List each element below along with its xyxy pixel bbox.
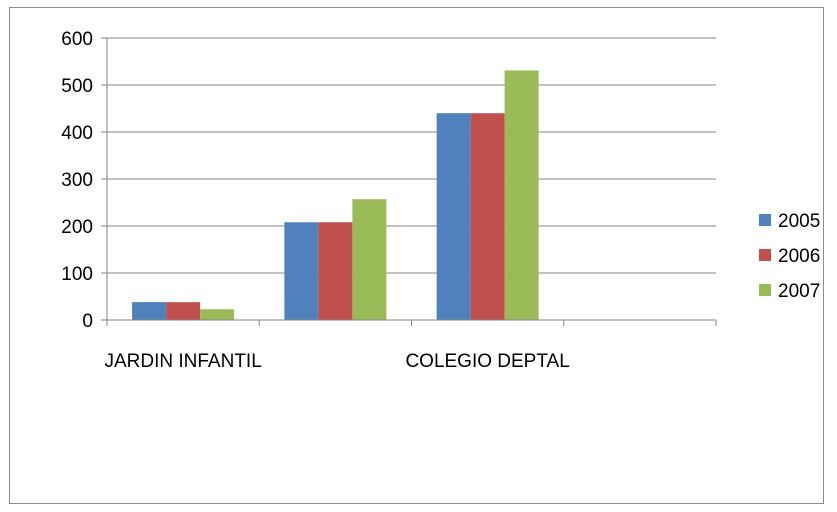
category-label: COLEGIO DEPTAL bbox=[405, 351, 569, 372]
y-tick-label: 0 bbox=[82, 311, 93, 332]
axes bbox=[101, 37, 717, 326]
y-tick-label: 600 bbox=[61, 29, 93, 50]
bar-2005 bbox=[132, 302, 167, 320]
legend-swatch-2007 bbox=[759, 284, 771, 296]
y-tick-label: 100 bbox=[61, 264, 93, 285]
legend-label-2007: 2007 bbox=[778, 281, 820, 302]
bar-2007 bbox=[352, 199, 387, 320]
y-tick-label: 200 bbox=[61, 217, 93, 238]
y-tick-label: 300 bbox=[61, 170, 93, 191]
chart-frame bbox=[9, 7, 824, 504]
bar-2005 bbox=[436, 113, 471, 320]
legend-swatch-2006 bbox=[759, 249, 771, 261]
category-labels: JARDIN INFANTIL COLEGIO DEPTAL bbox=[104, 351, 569, 372]
legend-label-2006: 2006 bbox=[778, 246, 820, 267]
y-tick-label: 500 bbox=[61, 76, 93, 97]
legend-swatch-2005 bbox=[759, 214, 771, 226]
gridlines bbox=[107, 37, 716, 274]
y-tick-labels: 0 100 200 300 400 500 600 bbox=[61, 29, 93, 332]
bar-2007 bbox=[200, 309, 235, 320]
y-tick-label: 400 bbox=[61, 123, 93, 144]
bar-2006 bbox=[318, 222, 353, 320]
category-label: JARDIN INFANTIL bbox=[104, 351, 261, 372]
bars bbox=[132, 70, 539, 321]
bar-2006 bbox=[470, 113, 505, 320]
bar-2007 bbox=[504, 70, 539, 321]
legend: 2005 2006 2007 bbox=[759, 211, 820, 302]
bar-2006 bbox=[166, 302, 201, 320]
bar-2005 bbox=[284, 222, 319, 320]
legend-label-2005: 2005 bbox=[778, 211, 820, 232]
